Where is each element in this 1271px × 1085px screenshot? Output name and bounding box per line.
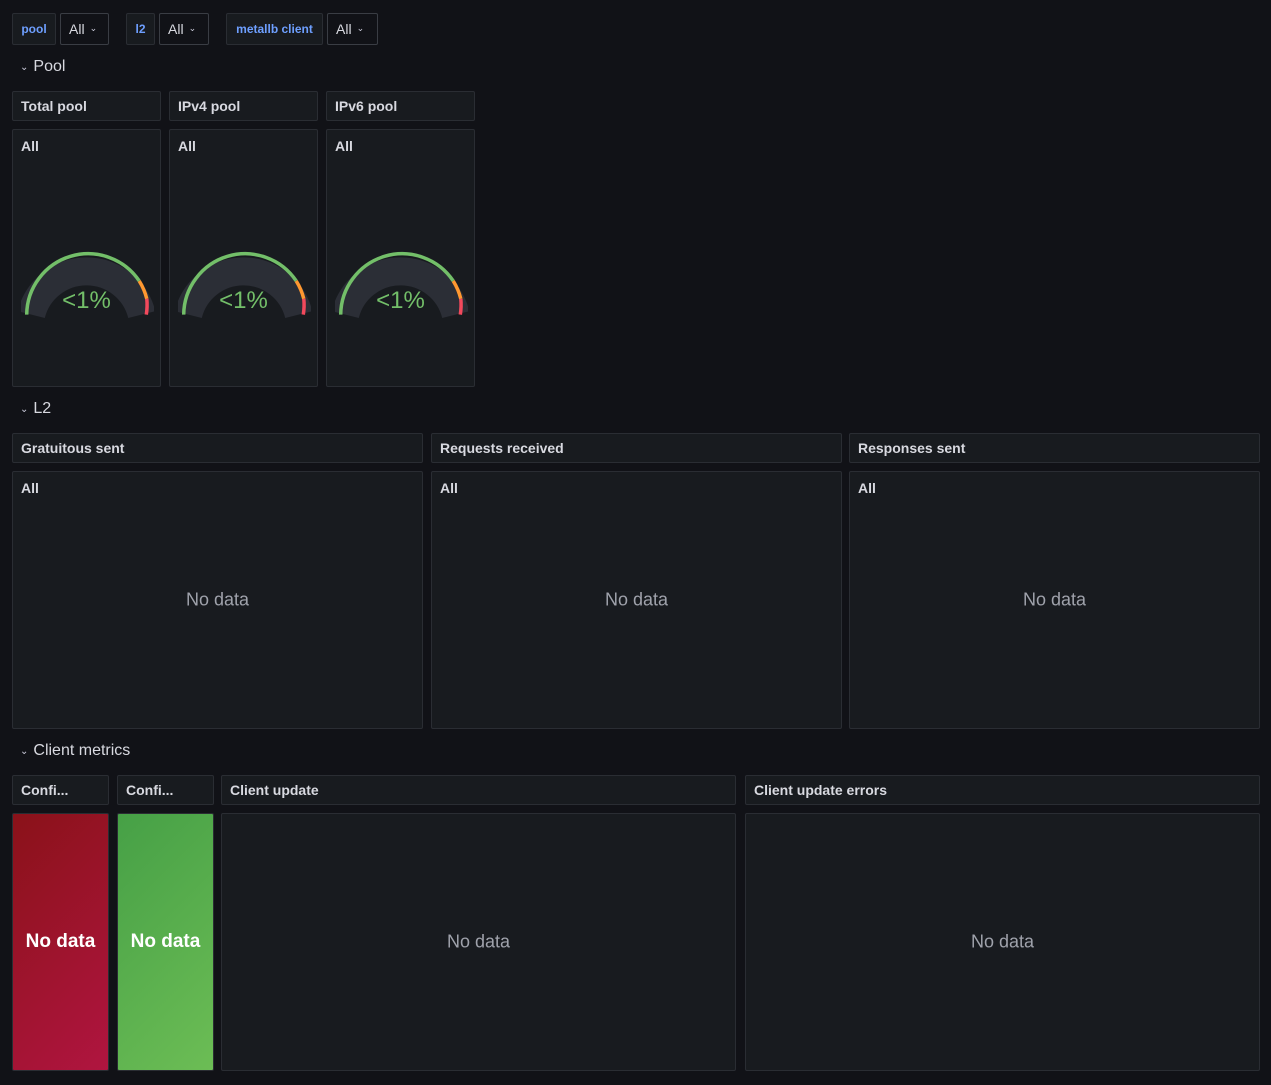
panel-title-client-update[interactable]: Client update (221, 775, 736, 805)
gauge-arc (335, 252, 468, 319)
panel-title-client-update-errors[interactable]: Client update errors (745, 775, 1260, 805)
variable-label-metallb-client: metallb client (226, 13, 323, 45)
variable-select-l2[interactable]: All ⌄ (159, 13, 209, 45)
row-title-l2-label: L2 (33, 400, 52, 417)
panel-timeseries-responses-sent: All No data (849, 471, 1260, 729)
row-title-l2[interactable]: ⌄ L2 (20, 397, 51, 421)
panel-legend: All (21, 480, 39, 496)
gauge-arc (178, 252, 311, 319)
panel-title-config-stat-2[interactable]: Confi... (117, 775, 214, 805)
panel-title-config-stat-1[interactable]: Confi... (12, 775, 109, 805)
chevron-down-icon: ⌄ (20, 61, 29, 73)
panel-timeseries-client-update-errors: No data (745, 813, 1260, 1071)
panel-gauge-ipv6-pool: All <1% (326, 129, 475, 387)
chevron-down-icon: ⌄ (20, 403, 29, 415)
chevron-down-icon: ⌄ (20, 745, 29, 757)
panel-title-ipv4-pool[interactable]: IPv4 pool (169, 91, 318, 121)
panel-gauge-total-pool: All <1% (12, 129, 161, 387)
variable-label-pool: pool (12, 13, 56, 45)
panel-legend: All (858, 480, 876, 496)
chevron-down-icon: ⌄ (356, 22, 365, 33)
variable-label-l2: l2 (126, 13, 155, 45)
chevron-down-icon: ⌄ (188, 22, 197, 33)
gauge-legend: All (335, 138, 353, 154)
gauge-value: <1% (376, 287, 425, 314)
panel-title-total-pool[interactable]: Total pool (12, 91, 161, 121)
row-title-pool-label: Pool (33, 58, 66, 75)
variable-select-metallb-client[interactable]: All ⌄ (327, 13, 378, 45)
variable-select-pool[interactable]: All ⌄ (60, 13, 109, 45)
panel-title-ipv6-pool[interactable]: IPv6 pool (326, 91, 475, 121)
variable-select-pool-value: All (69, 21, 85, 37)
panel-legend: All (440, 480, 458, 496)
panel-timeseries-gratuitous-sent: All No data (12, 471, 423, 729)
row-title-client-metrics[interactable]: ⌄ Client metrics (20, 739, 130, 763)
panel-gauge-ipv4-pool: All <1% (169, 129, 318, 387)
row-title-pool[interactable]: ⌄ Pool (20, 55, 65, 79)
gauge-legend: All (178, 138, 196, 154)
panel-timeseries-requests-received: All No data (431, 471, 842, 729)
variable-select-metallb-client-value: All (336, 21, 352, 37)
no-data-message: No data (25, 931, 96, 952)
panel-title-responses-sent[interactable]: Responses sent (849, 433, 1260, 463)
chevron-down-icon: ⌄ (89, 22, 98, 33)
variable-select-l2-value: All (168, 21, 184, 37)
panel-timeseries-client-update: No data (221, 813, 736, 1071)
panel-stat-config-1: No data (12, 813, 109, 1071)
no-data-message: No data (970, 931, 1035, 952)
panel-title-gratuitous-sent[interactable]: Gratuitous sent (12, 433, 423, 463)
no-data-message: No data (185, 589, 250, 610)
no-data-message: No data (446, 931, 511, 952)
panel-title-requests-received[interactable]: Requests received (431, 433, 842, 463)
gauge-value: <1% (219, 287, 268, 314)
gauge-value: <1% (62, 287, 111, 314)
no-data-message: No data (130, 931, 201, 952)
gauge-arc (21, 252, 154, 319)
no-data-message: No data (1022, 589, 1087, 610)
no-data-message: No data (604, 589, 669, 610)
row-title-client-metrics-label: Client metrics (33, 742, 131, 759)
panel-stat-config-2: No data (117, 813, 214, 1071)
gauge-legend: All (21, 138, 39, 154)
